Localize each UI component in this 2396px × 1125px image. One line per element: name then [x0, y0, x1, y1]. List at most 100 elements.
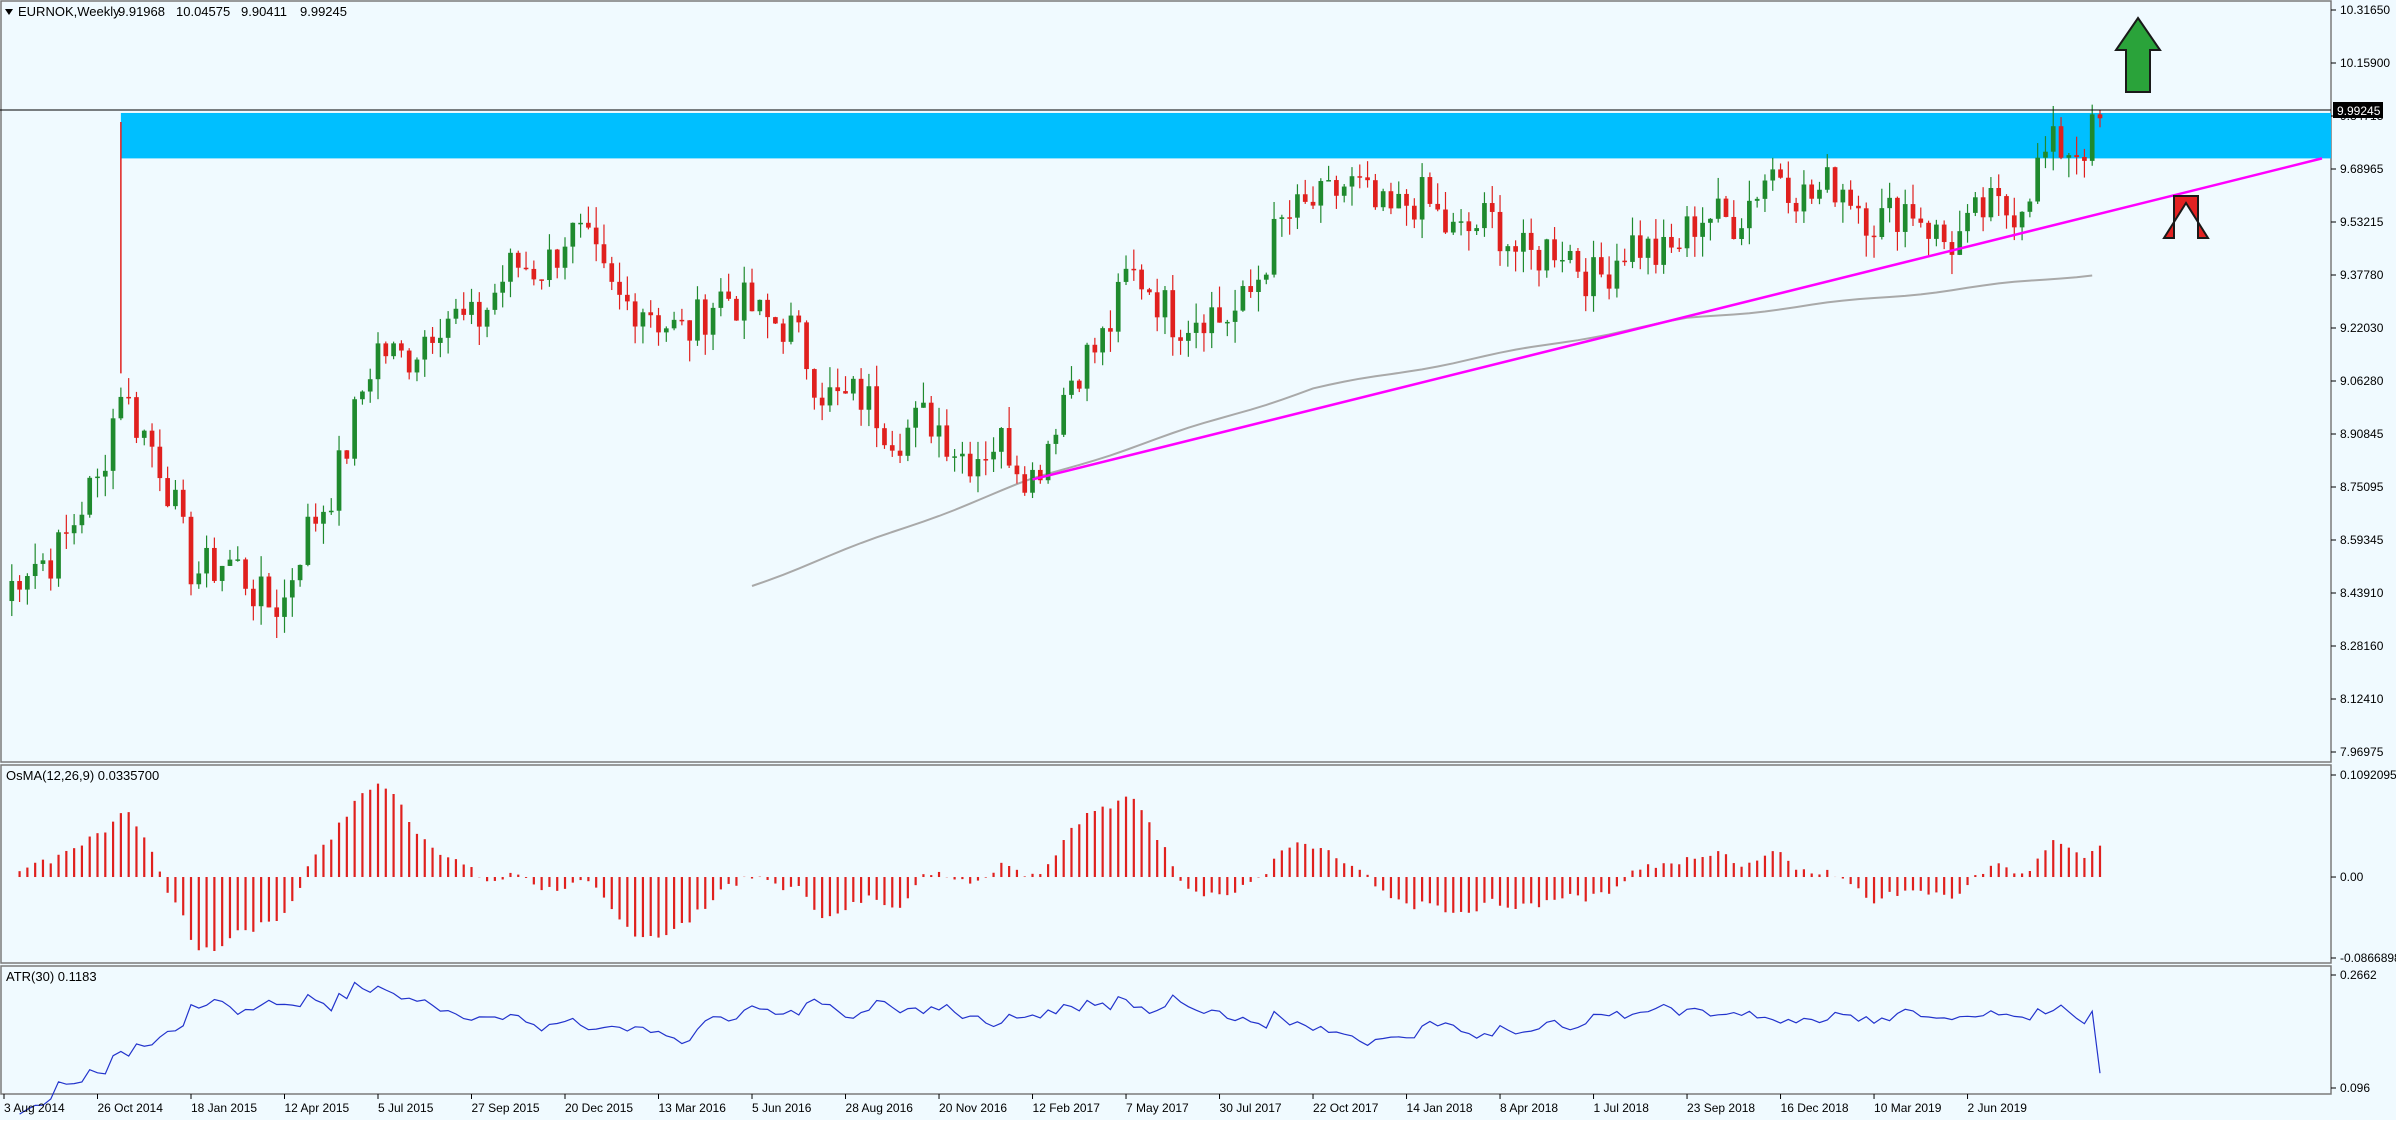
candle-body: [1731, 216, 1737, 240]
candle-body: [1848, 189, 1853, 206]
candle-body: [1637, 235, 1643, 258]
candle-body: [1902, 204, 1908, 232]
candle-body: [328, 510, 334, 513]
atr-line: [19, 981, 2101, 1115]
candle-body: [476, 301, 482, 327]
candle-body: [1302, 194, 1308, 202]
candle-body: [2089, 114, 2095, 161]
candle-body: [1411, 205, 1417, 220]
candle-body: [1123, 268, 1129, 282]
candle-body: [858, 378, 864, 410]
candle-body: [196, 573, 202, 585]
candle-body: [1871, 235, 1877, 238]
candle-body: [344, 450, 350, 459]
candle-body: [835, 387, 841, 392]
candle-body: [2074, 155, 2079, 158]
candle-body: [1606, 274, 1612, 289]
candle-body: [297, 564, 303, 581]
candle-body: [1357, 176, 1363, 178]
osma-header: OsMA(12,26,9) 0.0335700: [6, 768, 159, 783]
candle-body: [710, 307, 716, 335]
candle-body: [1037, 469, 1043, 481]
candle-body: [1996, 188, 2002, 197]
price-panel-header: EURNOK,Weekly 9.91968 10.04575 9.90411 9…: [5, 4, 347, 19]
candle-body: [1108, 328, 1113, 332]
candle-body: [1349, 176, 1355, 187]
x-tick-label: 12 Feb 2017: [1033, 1101, 1101, 1115]
candle-body: [889, 445, 895, 451]
candle-body: [757, 299, 763, 312]
candle-body: [1630, 235, 1635, 262]
candle-body: [1100, 328, 1105, 353]
candle-body: [1700, 222, 1705, 237]
x-tick-label: 10 Mar 2019: [1874, 1101, 1942, 1115]
candle-body: [2097, 114, 2103, 119]
candle-body: [866, 386, 872, 410]
candle-body: [1513, 246, 1518, 252]
candle-body: [1918, 218, 1924, 223]
candle-body: [1747, 200, 1752, 229]
candle-body: [321, 511, 326, 524]
candle-body: [874, 386, 880, 429]
candle-body: [640, 312, 646, 327]
candle-body: [586, 222, 591, 228]
candle-body: [983, 459, 989, 461]
candle-body: [1139, 269, 1144, 290]
candle-body: [258, 576, 264, 607]
candle-body: [656, 315, 661, 333]
x-tick-label: 5 Jul 2015: [378, 1101, 434, 1115]
candle-body: [1053, 434, 1059, 444]
candle-body: [531, 268, 537, 280]
candle-body: [578, 222, 583, 225]
candle-body: [1801, 184, 1807, 212]
candle-body: [1583, 271, 1589, 297]
candle-body: [928, 402, 934, 437]
candle-body: [702, 299, 708, 335]
candle-body: [1614, 260, 1620, 289]
candle-body: [718, 291, 724, 308]
candle-body: [25, 576, 30, 590]
candle-body: [1076, 380, 1082, 389]
candle-body: [383, 343, 389, 357]
symbol-label: EURNOK,Weekly: [18, 4, 120, 19]
candle-body: [375, 343, 381, 380]
candle-body: [780, 323, 786, 342]
candle-body: [87, 477, 93, 515]
candle-body: [960, 453, 965, 457]
candle-body: [1279, 217, 1285, 219]
candle-body: [1879, 208, 1885, 237]
candle-body: [632, 301, 638, 327]
candle-body: [1972, 197, 1978, 213]
candle-body: [936, 425, 942, 437]
candle-body: [1232, 310, 1238, 322]
y-tick-label: 8.59345: [2340, 533, 2384, 547]
candle-body: [508, 252, 513, 282]
candle-body: [819, 397, 825, 406]
candle-body: [1427, 177, 1433, 204]
candle-body: [422, 336, 428, 360]
candle-body: [991, 451, 996, 460]
y-tick-label: 8.28160: [2340, 639, 2384, 653]
y-tick-label: 7.96975: [2340, 745, 2384, 759]
candle-body: [1770, 169, 1776, 181]
price-y-axis: 10.3165010.159009.847159.689659.532159.3…: [2331, 3, 2390, 759]
candle-body: [812, 369, 817, 398]
candle-body: [274, 607, 280, 617]
candle-body: [1785, 177, 1791, 203]
triangle-down-icon[interactable]: [5, 9, 13, 15]
candle-body: [1489, 203, 1495, 212]
candle-body: [1536, 249, 1542, 271]
candle-body: [617, 281, 622, 295]
osma-y-tick-label: -0.0866898: [2340, 951, 2396, 965]
x-tick-label: 8 Apr 2018: [1500, 1101, 1558, 1115]
candle-body: [562, 246, 568, 268]
candle-body: [71, 525, 77, 534]
candle-body: [1528, 232, 1534, 250]
candle-body: [251, 588, 256, 607]
candle-body: [1591, 257, 1596, 297]
candle-body: [1263, 274, 1269, 280]
candle-body: [1762, 180, 1768, 199]
candle-body: [1224, 321, 1230, 324]
candle-body: [1248, 286, 1254, 292]
candle-body: [266, 576, 272, 608]
